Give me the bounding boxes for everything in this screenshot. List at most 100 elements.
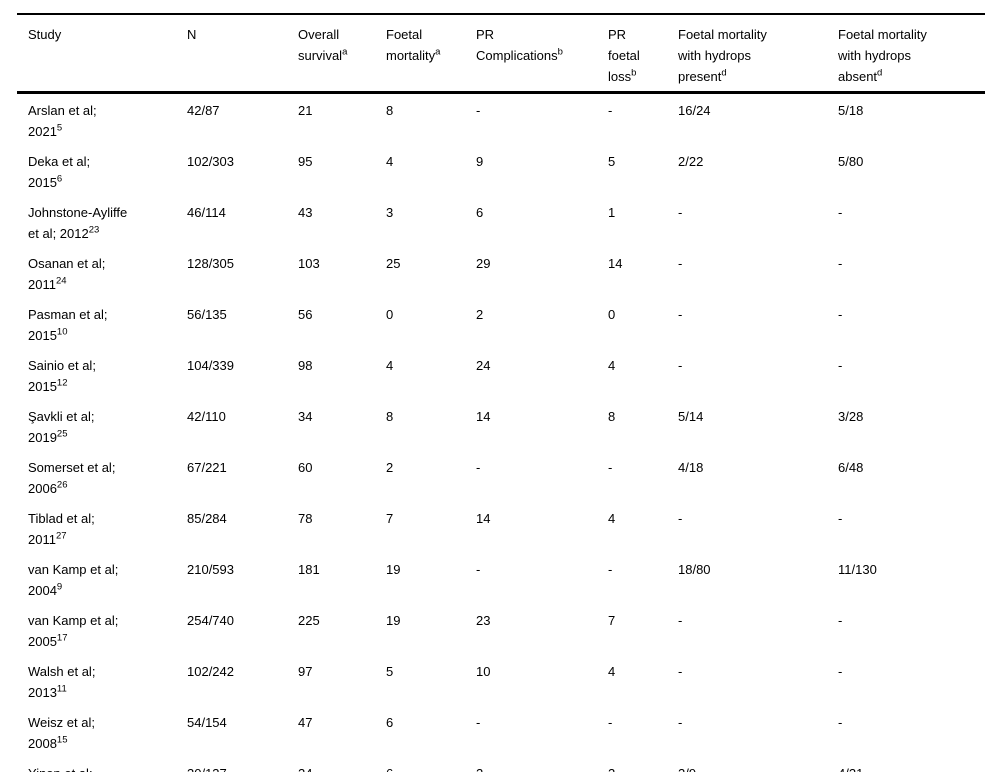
cell-pr_complications: 24 (476, 358, 491, 373)
header-row: Study N Overall survivala Foetal mortalitya PR… (17, 14, 985, 94)
cell-overall_survival: 56 (298, 307, 313, 322)
cell-foetal_mortality: 3 (386, 205, 394, 220)
cell-n: 85/284 (187, 511, 227, 526)
cell-study: Sainio et al; 201512 (28, 358, 96, 394)
table-row: Tiblad et al; 201127 85/284 78 7 14 4 - - (17, 502, 985, 553)
cell-study: Tiblad et al; 201127 (28, 511, 95, 547)
cell-pr_complications: 14 (476, 511, 491, 526)
table-row: Arslan et al; 20215 42/87 21 8 - - 16/24 5/18 (17, 93, 985, 146)
cell-foetal_mortality: 2 (386, 460, 394, 475)
cell-overall_survival: 97 (298, 664, 313, 679)
cell-n: 46/114 (187, 205, 226, 220)
cell-pr_foetal_loss: - (608, 460, 613, 475)
cell-foetal_mortality_hydrops_present: 2/9 (667, 757, 827, 772)
cell-pr_complications: 2 (465, 757, 597, 772)
cell-overall_survival: 78 (298, 511, 313, 526)
cell-pr_foetal_loss: 1 (608, 205, 616, 220)
cell-pr_foetal_loss: 4 (608, 358, 616, 373)
table-body: Arslan et al; 20215 42/87 21 8- -16/24 5/18 Dek… (17, 93, 985, 772)
cell-foetal_mortality_hydrops_absent: 5/80 (838, 154, 864, 169)
cell-n: 102/303 (187, 154, 234, 169)
column-header-overall_survival: Overall survivala (287, 14, 375, 94)
cell-foetal_mortality: 8 (386, 103, 394, 118)
cell-foetal_mortality_hydrops_absent: - (838, 307, 843, 322)
table-row: Walsh et al; 201311 102/242 97 5 10 4 - - (17, 655, 985, 706)
cell-pr_foetal_loss: 14 (608, 256, 623, 271)
cell-foetal_mortality_hydrops_absent: - (838, 664, 843, 679)
cell-pr_complications: 6 (476, 205, 484, 220)
cell-n: 128/305 (187, 256, 234, 271)
table-row: Somerset et al; 200626 67/221 60 2 - - 4/18 6/48 (17, 451, 985, 502)
cell-study: Weisz et al; 200815 (28, 715, 95, 751)
cell-pr_foetal_loss: 2 (597, 757, 667, 772)
cell-foetal_mortality_hydrops_present: 16/24 (678, 103, 711, 118)
cell-n: 30/137 (176, 757, 287, 772)
cell-foetal_mortality: 6 (375, 757, 465, 772)
cell-n: 56/135 (187, 307, 227, 322)
table-header: Study N Overall survivala Foetal mortalitya PR… (17, 14, 985, 94)
cell-n: 104/339 (187, 358, 234, 373)
cell-pr_foetal_loss: 8 (608, 409, 616, 424)
cell-foetal_mortality_hydrops_present: 5/14 (678, 409, 704, 424)
cell-foetal_mortality_hydrops_present: - (678, 256, 683, 271)
table-row: Weisz et al; 200815 54/154 47 6 - - - - (17, 706, 985, 757)
column-header-n: N (176, 14, 287, 94)
cell-foetal_mortality: 5 (386, 664, 394, 679)
table-row: Osanan et al; 201124 128/305 103 25 29 14 - - (17, 247, 985, 298)
cell-foetal_mortality_hydrops_absent: 3/28 (838, 409, 864, 424)
cell-pr_foetal_loss: - (608, 562, 613, 577)
cell-pr_foetal_loss: 0 (608, 307, 616, 322)
cell-n: 67/221 (187, 460, 227, 475)
cell-foetal_mortality_hydrops_absent: 11/130 (838, 562, 877, 577)
cell-foetal_mortality_hydrops_absent: - (838, 256, 843, 271)
cell-n: 210/593 (187, 562, 234, 577)
cell-study: Osanan et al; 201124 (28, 256, 106, 292)
table-row: van Kamp et al; 200517 254/740 225 19 23 7 - - (17, 604, 985, 655)
cell-pr_foetal_loss: - (608, 103, 613, 118)
column-header-pr_complications: PR Complicationsb (465, 14, 597, 94)
cell-overall_survival: 98 (298, 358, 313, 373)
cell-pr_complications: - (476, 460, 481, 475)
cell-study: Deka et al; 20156 (28, 154, 91, 190)
cell-pr_foetal_loss: 5 (608, 154, 616, 169)
cell-foetal_mortality_hydrops_present: 4/18 (678, 460, 704, 475)
cell-study: Johnstone-Ayliffe et al; 201223 (28, 205, 128, 241)
cell-overall_survival: 181 (298, 562, 320, 577)
cell-foetal_mortality_hydrops_present: - (678, 511, 683, 526)
cell-n: 42/110 (187, 409, 226, 424)
studies-table: Study N Overall survivala Foetal mortalitya PR… (17, 13, 985, 772)
cell-foetal_mortality: 8 (386, 409, 394, 424)
cell-foetal_mortality_hydrops_present: - (678, 613, 683, 628)
cell-foetal_mortality: 6 (386, 715, 394, 730)
cell-overall_survival: 21 (298, 103, 313, 118)
cell-overall_survival: 24 (287, 757, 375, 772)
cell-study: van Kamp et al; 200517 (28, 613, 119, 649)
column-header-pr_foetal_loss: PR foetal lossb (597, 14, 667, 94)
cell-n: 254/740 (187, 613, 234, 628)
cell-foetal_mortality: 0 (386, 307, 394, 322)
cell-pr_complications: - (476, 715, 481, 730)
cell-overall_survival: 34 (298, 409, 313, 424)
cell-overall_survival: 60 (298, 460, 313, 475)
cell-n: 54/154 (187, 715, 227, 730)
cell-pr_complications: 14 (476, 409, 491, 424)
table-row: Yinon et al;2010330/137246222/94/21 (17, 757, 985, 772)
cell-foetal_mortality_hydrops_absent: 4/21 (827, 757, 985, 772)
cell-pr_foetal_loss: 4 (608, 511, 616, 526)
cell-foetal_mortality_hydrops_present: 2/22 (678, 154, 704, 169)
cell-foetal_mortality_hydrops_absent: - (838, 613, 843, 628)
cell-study: Walsh et al; 201311 (28, 664, 96, 700)
table-row: Sainio et al; 201512 104/339 98 4 24 4 - - (17, 349, 985, 400)
table-row: Pasman et al; 201510 56/135 56 0 2 0 - - (17, 298, 985, 349)
cell-pr_complications: - (476, 103, 481, 118)
cell-foetal_mortality: 7 (386, 511, 394, 526)
cell-foetal_mortality: 4 (386, 358, 394, 373)
cell-overall_survival: 95 (298, 154, 313, 169)
cell-foetal_mortality_hydrops_absent: - (838, 358, 843, 373)
table-row: Johnstone-Ayliffe et al; 201223 46/114 43 3 6… (17, 196, 985, 247)
cell-foetal_mortality_hydrops_present: - (678, 307, 683, 322)
cell-foetal_mortality_hydrops_absent: - (838, 511, 843, 526)
cell-foetal_mortality: 19 (386, 562, 401, 577)
column-header-foetal_mortality_hydrops_present: Foetal mortality with hydrops presentd (667, 14, 827, 94)
